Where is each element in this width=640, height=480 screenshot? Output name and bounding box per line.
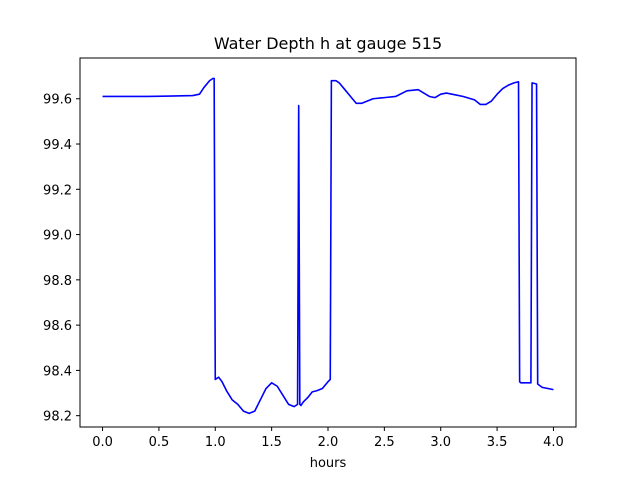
y-tick-label: 98.8 <box>43 274 72 289</box>
y-tick-label: 99.4 <box>43 138 72 153</box>
chart-title: Water Depth h at gauge 515 <box>214 34 442 53</box>
x-tick-label: 3.5 <box>487 435 508 450</box>
x-tick-label: 1.5 <box>261 435 282 450</box>
series-line-0 <box>102 77 554 415</box>
y-tick-label: 99.0 <box>43 229 72 244</box>
y-tick-label: 98.4 <box>43 364 72 379</box>
x-axis-label: hours <box>310 456 347 471</box>
y-tick-label: 99.6 <box>43 93 72 108</box>
plot-area: 0.0 0.5 1.0 1.5 2.0 2.5 3.0 3.5 4.0 98.2 98.4 98.6 9… <box>43 57 577 450</box>
x-tick-label: 4.0 <box>543 435 564 450</box>
x-tick-label: 2.5 <box>374 435 395 450</box>
x-tick-label: 1.0 <box>205 435 226 450</box>
y-tick-label: 99.2 <box>43 183 72 198</box>
y-tick-label: 98.6 <box>43 319 72 334</box>
x-tick-label: 0.0 <box>92 435 113 450</box>
x-tick-label: 2.0 <box>318 435 339 450</box>
y-tick-label: 98.2 <box>43 410 72 425</box>
x-tick-label: 3.0 <box>430 435 451 450</box>
x-tick-label: 0.5 <box>149 435 170 450</box>
